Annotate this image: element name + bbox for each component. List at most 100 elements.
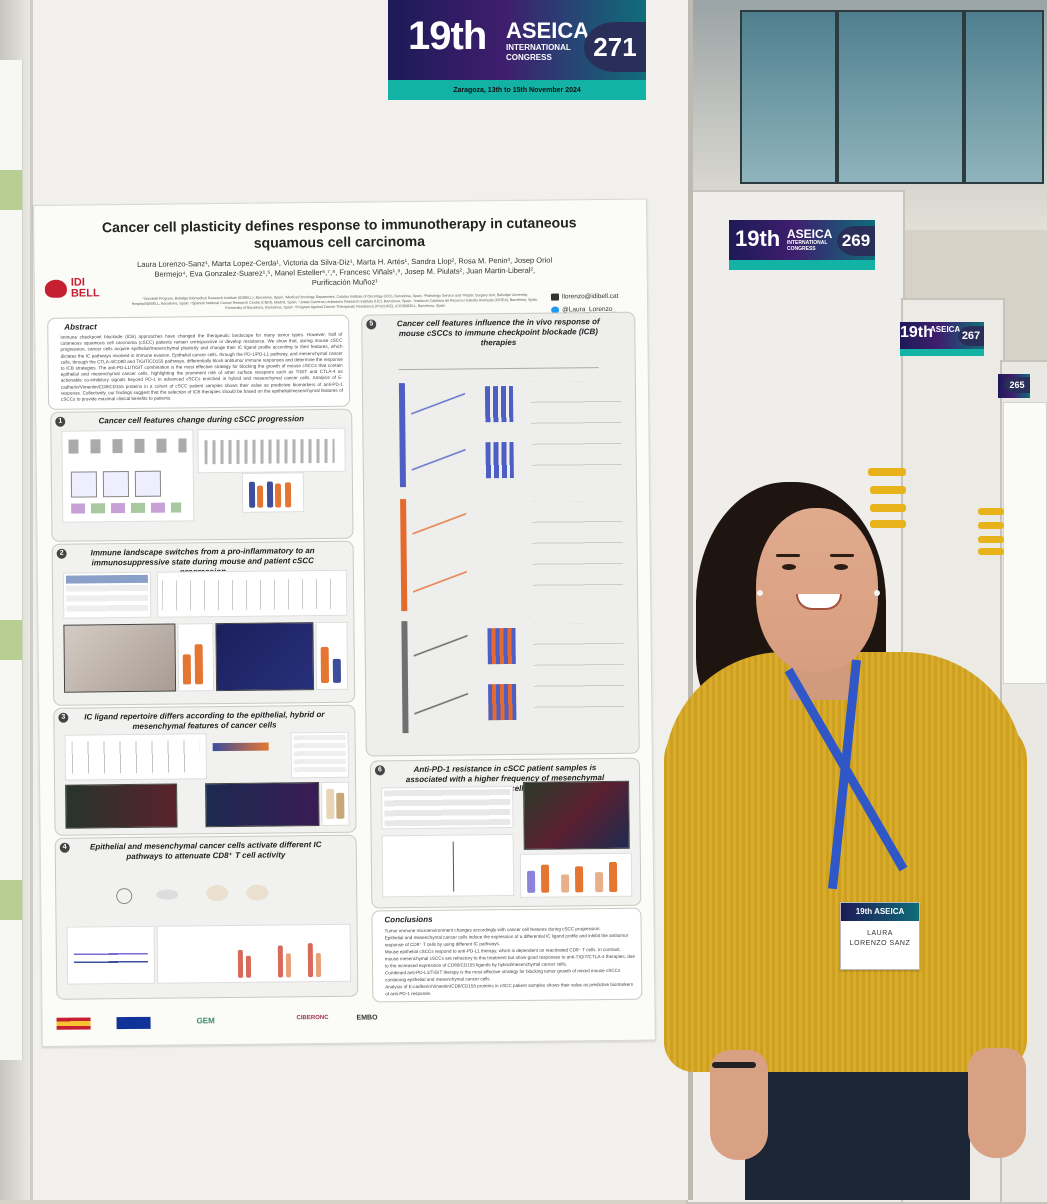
board-number-banner: 19th ASEICA 267 (900, 322, 984, 356)
person-sweater (664, 652, 1024, 1072)
scientific-poster: Cancer cell plasticity defines response … (33, 198, 656, 1047)
badge-last-name: LORENZO SANZ (849, 940, 911, 947)
figure-panel (315, 621, 349, 691)
treatment-timeline (398, 343, 599, 371)
figure-panel (177, 623, 215, 692)
conclusions-list: Tumor immune microenvironment changes ac… (385, 925, 636, 998)
immunofluorescence-images (65, 783, 178, 829)
board-number-banner: 19th ASEICA INTERNATIONAL CONGRESS 269 (729, 220, 875, 270)
immunofluorescence-images (205, 782, 320, 828)
skylight-window (740, 10, 1044, 184)
poster-clip (870, 504, 906, 512)
gem-logo: GEM (196, 1016, 215, 1026)
contact-email: llorenzo@idibell.cat (561, 292, 619, 301)
group-bar-mixed (401, 621, 409, 734)
eye (782, 564, 796, 570)
conclusions-section: Conclusions Tumor immune microenvironmen… (371, 907, 643, 1003)
name-badge: 19th ASEICA LAURA LORENZO SANZ (840, 902, 920, 970)
section-2: 2 Immune landscape switches from a pro-i… (51, 540, 356, 706)
poster-authors: Laura Lorenzo-Sanz¹, Marta Lopez-Cerda¹,… (137, 255, 553, 288)
congress-sub: INTERNATIONAL (787, 240, 828, 246)
poster-clip (978, 536, 1004, 543)
poster-footer: GEM CIBERONC EMBO (56, 1008, 646, 1034)
workflow-diagram (96, 866, 317, 918)
idibell-logo-mark (44, 279, 67, 298)
poster-clip (978, 548, 1004, 555)
edition-label: 19th (408, 14, 487, 58)
poster-clip (868, 468, 906, 476)
section-5: 5 Cancer cell features influence the in … (361, 311, 640, 757)
growth-curves-mesenchymal (412, 497, 629, 611)
person-hand-left (710, 1050, 768, 1160)
figure-table (62, 571, 152, 619)
spain-flag-logo (56, 1017, 91, 1030)
section-title: Epithelial and mesenchymal cancer cells … (89, 840, 322, 862)
figure-panel (197, 427, 346, 474)
poster-title: Cancer cell plasticity defines response … (101, 214, 577, 251)
board-number: 267 (958, 326, 984, 346)
venue-strip (729, 260, 875, 270)
board-number: 271 (584, 22, 646, 72)
earring (874, 590, 880, 596)
eu-flag-logo (116, 1016, 151, 1030)
conclusion-item: Analysis of E-cadherin/Vimentin/CD8/CD15… (385, 981, 634, 997)
venue-strip (900, 349, 984, 356)
embo-logo: EMBO (356, 1014, 378, 1022)
abstract-section: Abstract Immune checkpoint blockade (ICB… (47, 314, 351, 410)
idibell-logo-text: IDI BELL (70, 276, 100, 300)
ihc-images (63, 623, 177, 693)
board-number: 269 (837, 226, 875, 256)
congress-name: ASEICA (930, 325, 961, 334)
venue-strip: Zaragoza, 13th to 15th November 2024 (388, 80, 646, 100)
poster-265 (1003, 402, 1047, 684)
badge-header: 19th ASEICA (841, 903, 919, 921)
patient-table (381, 786, 514, 830)
group-bar-mesenchymal (400, 499, 408, 612)
figure-panel (519, 852, 633, 898)
eye (834, 564, 848, 570)
poster-clip (870, 520, 906, 528)
poster-clip (870, 486, 906, 494)
person-face (756, 508, 878, 672)
bracelet (712, 1062, 756, 1068)
eyebrow (776, 554, 800, 557)
abstract-heading: Abstract (64, 322, 97, 332)
section-6: 6 Anti-PD-1 resistance in cSCC patient s… (369, 757, 642, 909)
growth-curves-epithelial (410, 377, 628, 489)
congress-name: ASEICA (506, 18, 590, 43)
section-1: 1 Cancer cell features change during cSC… (50, 408, 354, 542)
section-title: IC ligand repertoire differs according t… (84, 709, 325, 731)
figure-panel (321, 781, 350, 827)
figure-panel (61, 429, 195, 523)
poster-affiliations: ¹Oncobell Program, Bellvitge Biomedical … (131, 292, 539, 310)
congress-sub: INTERNATIONAL (506, 43, 571, 52)
sweater-texture (664, 652, 1024, 1072)
congress-name: ASEICA (787, 227, 833, 241)
flow-histograms (66, 925, 156, 985)
earring (757, 590, 763, 596)
edition-label: 19th (900, 324, 933, 341)
poster-clip (978, 508, 1004, 515)
figure-panel (156, 923, 352, 984)
group-bar-epithelial (398, 383, 406, 488)
board-number-banner: 265 (998, 374, 1030, 398)
person-hand-right (968, 1048, 1026, 1158)
adjacent-poster-left (0, 60, 23, 1060)
section-3: 3 IC ligand repertoire differs according… (53, 704, 357, 836)
section-title: Cancer cell features change during cSCC … (98, 414, 304, 426)
figure-panel (64, 733, 208, 781)
idibell-logo: IDI BELL (44, 275, 105, 304)
ciberonc-logo: CIBERONC (296, 1014, 329, 1022)
edition-label: 19th (735, 226, 781, 251)
growth-curves-mixed (413, 619, 630, 733)
figure-table (290, 731, 350, 779)
conclusions-heading: Conclusions (384, 914, 433, 925)
figure-panel (381, 834, 515, 898)
patient-if-images (523, 780, 630, 850)
email-icon (550, 293, 560, 301)
board-number-banner: 19th ASEICA INTERNATIONAL CONGRESS 271 Z… (388, 0, 646, 100)
conclusion-item: Mouse epithelial cSCCs respond to anti-P… (384, 946, 635, 969)
congress-sub: CONGRESS (787, 246, 816, 252)
badge-first-name: LAURA (867, 930, 893, 937)
poster-clip (978, 522, 1004, 529)
